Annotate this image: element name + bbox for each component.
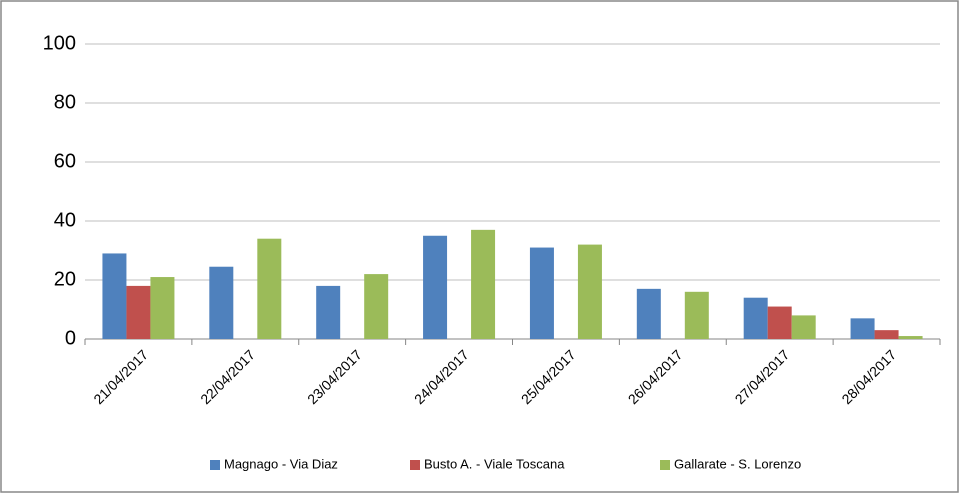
bar — [257, 238, 282, 339]
y-tick-label: 80 — [54, 91, 76, 113]
bar — [636, 288, 661, 339]
bar — [423, 235, 448, 339]
bar — [126, 285, 151, 339]
bar — [209, 266, 234, 339]
bar — [898, 336, 923, 339]
bar — [874, 330, 899, 339]
legend-label: Busto A. - Viale Toscana — [424, 456, 565, 471]
bar — [529, 247, 554, 339]
bar — [150, 277, 175, 339]
legend-swatch — [210, 460, 220, 470]
bar — [767, 306, 792, 339]
bar — [850, 318, 875, 339]
y-tick-label: 40 — [54, 209, 76, 231]
bar — [743, 297, 768, 339]
legend-label: Magnago - Via Diaz — [224, 456, 338, 471]
y-tick-label: 60 — [54, 150, 76, 172]
legend-swatch — [410, 460, 420, 470]
y-tick-label: 100 — [43, 32, 76, 54]
bar — [364, 274, 389, 339]
bar — [791, 315, 816, 339]
bar — [316, 285, 341, 339]
bar — [471, 229, 496, 339]
bar — [577, 244, 602, 339]
y-tick-label: 0 — [65, 327, 76, 349]
legend-swatch — [660, 460, 670, 470]
bar — [684, 291, 709, 339]
legend-label: Gallarate - S. Lorenzo — [674, 456, 801, 471]
bar — [102, 253, 127, 339]
y-tick-label: 20 — [54, 268, 76, 290]
